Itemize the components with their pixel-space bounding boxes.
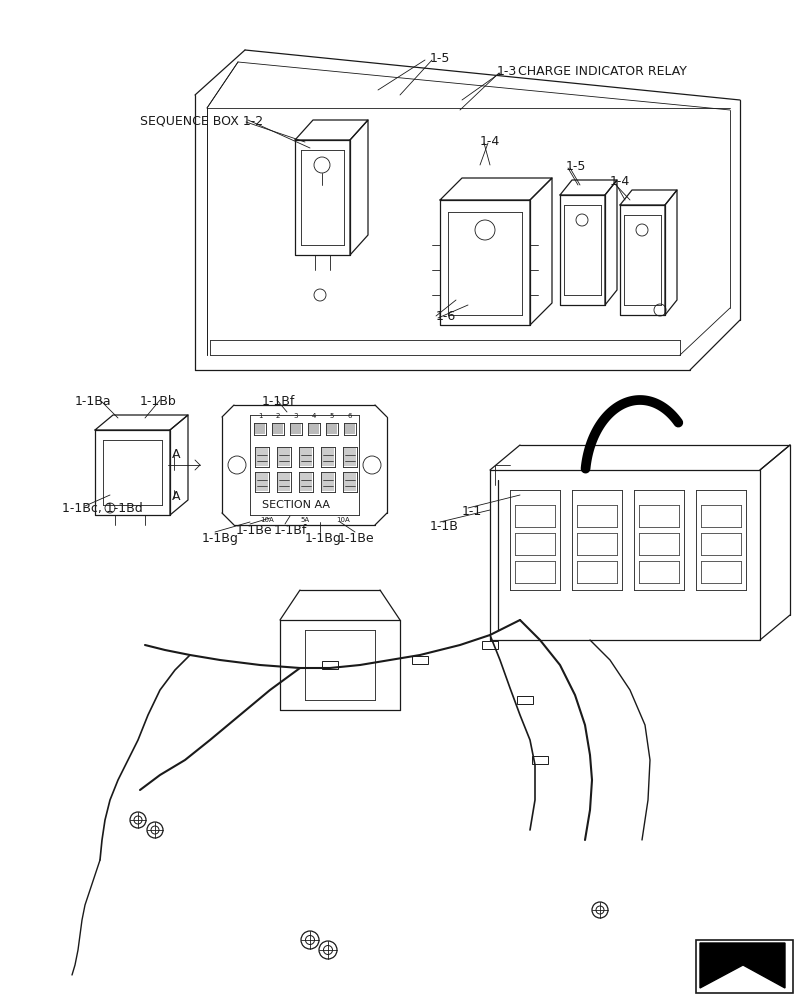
Bar bbox=[327, 424, 337, 434]
Text: 1-1Bg: 1-1Bg bbox=[305, 532, 342, 545]
Text: 1-5: 1-5 bbox=[430, 52, 450, 65]
Bar bbox=[255, 424, 265, 434]
Bar bbox=[278, 473, 290, 491]
Bar bbox=[532, 756, 548, 764]
Text: 5: 5 bbox=[330, 413, 335, 419]
Text: 4: 4 bbox=[312, 413, 316, 419]
Bar bbox=[309, 424, 319, 434]
Text: 5A: 5A bbox=[301, 517, 309, 523]
Bar bbox=[300, 473, 312, 491]
Text: 1-1Ba: 1-1Ba bbox=[75, 395, 112, 408]
Text: 1-5: 1-5 bbox=[566, 160, 587, 173]
Text: 1-1Bf: 1-1Bf bbox=[262, 395, 296, 408]
Text: 1-6: 1-6 bbox=[436, 310, 457, 323]
Text: 1-1Bf: 1-1Bf bbox=[274, 524, 307, 537]
Text: SEQUENCE BOX 1-2: SEQUENCE BOX 1-2 bbox=[140, 115, 263, 128]
Text: 10A: 10A bbox=[336, 517, 350, 523]
Text: 1-4: 1-4 bbox=[610, 175, 630, 188]
Bar bbox=[344, 448, 356, 466]
Bar bbox=[278, 448, 290, 466]
Text: 1-1: 1-1 bbox=[462, 505, 482, 518]
Bar bbox=[291, 424, 301, 434]
Text: 1-1Bg: 1-1Bg bbox=[202, 532, 239, 545]
Text: 6: 6 bbox=[347, 413, 352, 419]
Text: 1-1B: 1-1B bbox=[430, 520, 459, 533]
Bar bbox=[256, 448, 268, 466]
Bar bbox=[696, 940, 793, 993]
Bar bbox=[300, 448, 312, 466]
Bar bbox=[256, 473, 268, 491]
Bar bbox=[322, 661, 338, 669]
Text: CHARGE INDICATOR RELAY: CHARGE INDICATOR RELAY bbox=[518, 65, 687, 78]
Text: 1: 1 bbox=[258, 413, 263, 419]
Text: SECTION AA: SECTION AA bbox=[262, 500, 330, 510]
Text: 1-4: 1-4 bbox=[480, 135, 500, 148]
Text: 1-1Bc, 1-1Bd: 1-1Bc, 1-1Bd bbox=[62, 502, 143, 515]
Text: A: A bbox=[172, 448, 180, 461]
Bar bbox=[322, 448, 334, 466]
Text: 1-1Bb: 1-1Bb bbox=[140, 395, 177, 408]
Text: A: A bbox=[172, 490, 180, 503]
Bar bbox=[273, 424, 283, 434]
Polygon shape bbox=[700, 943, 785, 988]
Text: 2: 2 bbox=[276, 413, 280, 419]
Bar bbox=[322, 473, 334, 491]
Bar bbox=[344, 473, 356, 491]
Text: 10A: 10A bbox=[260, 517, 274, 523]
Bar bbox=[482, 641, 498, 649]
Text: 1-1Be: 1-1Be bbox=[338, 532, 375, 545]
Bar bbox=[412, 656, 428, 664]
Text: 3: 3 bbox=[294, 413, 298, 419]
Bar bbox=[345, 424, 355, 434]
Text: 1-1Be: 1-1Be bbox=[236, 524, 272, 537]
Bar bbox=[517, 696, 533, 704]
Text: 1-3: 1-3 bbox=[497, 65, 517, 78]
